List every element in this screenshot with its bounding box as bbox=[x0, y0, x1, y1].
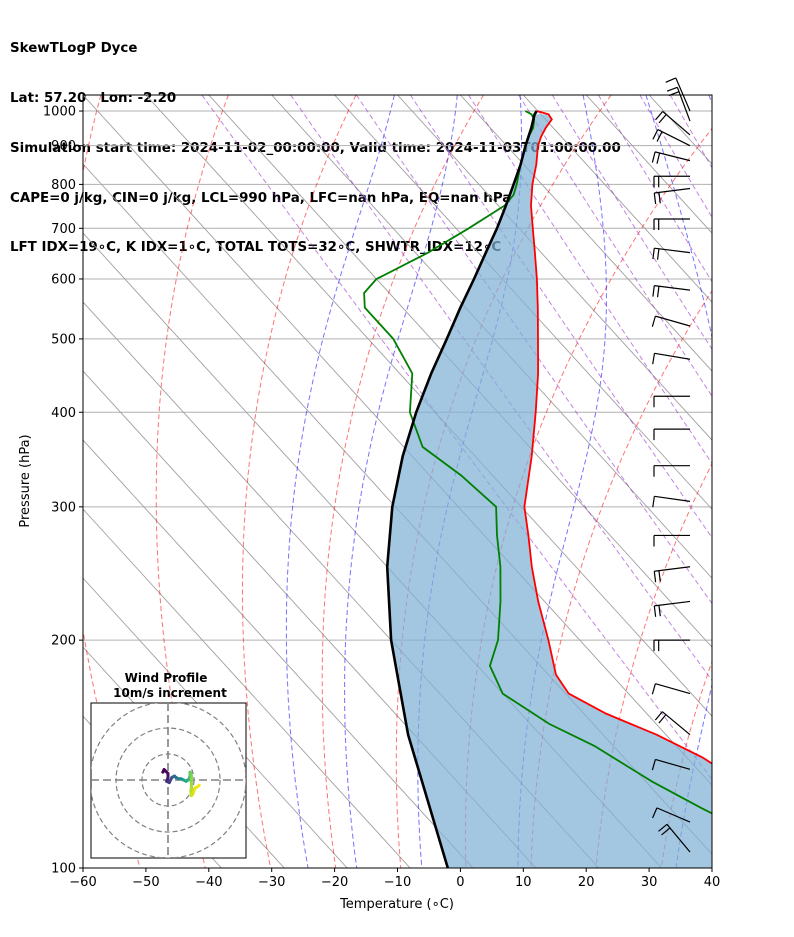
wind-barb bbox=[651, 683, 691, 695]
x-tick-label: 40 bbox=[704, 875, 721, 890]
dry-adiabat bbox=[530, 289, 712, 868]
isotherm--20 bbox=[334, 95, 712, 510]
hodograph-trace bbox=[161, 768, 201, 798]
mixing-ratio-line bbox=[409, 95, 712, 539]
isotherm-40 bbox=[711, 95, 712, 96]
x-tick-label: −40 bbox=[195, 875, 222, 890]
plot-area bbox=[83, 77, 794, 868]
temperature-line bbox=[523, 110, 712, 765]
y-tick-label: 300 bbox=[51, 500, 76, 515]
x-tick-label: 10 bbox=[515, 875, 532, 890]
moist-adiabat bbox=[285, 95, 395, 868]
x-tick-label: −20 bbox=[321, 875, 348, 890]
isotherm-10 bbox=[522, 95, 712, 303]
wind-barb bbox=[652, 247, 691, 260]
x-tick-label: 20 bbox=[578, 875, 595, 890]
wind-barb bbox=[653, 428, 690, 441]
wind-barb bbox=[658, 823, 691, 853]
wind-barb bbox=[652, 129, 691, 147]
wind-barb bbox=[653, 465, 690, 477]
moist-adiabat bbox=[517, 95, 607, 868]
isotherm--30 bbox=[271, 95, 712, 579]
mixing-ratio-line bbox=[290, 95, 712, 682]
wind-barb bbox=[665, 77, 691, 112]
mixing-ratio-line bbox=[201, 95, 712, 781]
y-axis-ticks: 100 200 300 400 500 600 700 800 900 1000 bbox=[43, 105, 83, 877]
mixing-ratio-line bbox=[468, 95, 712, 465]
wind-barb bbox=[651, 758, 691, 771]
y-tick-label: 200 bbox=[51, 634, 76, 649]
cin-area bbox=[387, 114, 712, 868]
x-tick-label: 0 bbox=[456, 875, 464, 890]
cin-shading bbox=[387, 114, 712, 868]
dry-adiabat bbox=[155, 95, 229, 868]
hodograph-title: Wind Profile bbox=[125, 671, 208, 685]
chart-title-block: SkewTLogP Dyce Lat: 57.20 Lon: -2.20 Sim… bbox=[10, 8, 621, 274]
moist-adiabat bbox=[645, 95, 712, 868]
x-tick-label: −50 bbox=[132, 875, 159, 890]
wind-barb bbox=[652, 352, 691, 365]
title-station: SkewTLogP Dyce bbox=[10, 41, 138, 57]
wind-barb bbox=[654, 711, 691, 736]
y-tick-label: 100 bbox=[51, 862, 76, 877]
x-tick-label: −10 bbox=[384, 875, 411, 890]
y-tick-label: 1000 bbox=[43, 105, 76, 120]
dry-adiabat bbox=[242, 95, 357, 868]
profile-series bbox=[363, 110, 712, 868]
x-tick-label: −30 bbox=[258, 875, 285, 890]
wind-barb bbox=[653, 566, 691, 583]
isotherm-20 bbox=[585, 95, 712, 234]
y-tick-label: 900 bbox=[51, 139, 76, 154]
wind-barb bbox=[653, 395, 690, 408]
wind-barb bbox=[651, 151, 691, 164]
mixing-ratio-line bbox=[518, 95, 712, 398]
wind-barb bbox=[653, 218, 690, 231]
isotherm--40 bbox=[208, 95, 712, 648]
wind-barb bbox=[652, 495, 691, 508]
wind-barb bbox=[653, 639, 690, 652]
isotherm--120 bbox=[83, 508, 411, 868]
moist-adiabats bbox=[285, 95, 712, 868]
x-tick-label: 30 bbox=[641, 875, 658, 890]
wind-barbs bbox=[651, 77, 691, 853]
y-tick-label: 400 bbox=[51, 406, 76, 421]
dry-adiabat bbox=[321, 95, 485, 868]
dry-adiabat bbox=[726, 95, 794, 868]
wind-barb bbox=[655, 111, 691, 136]
title-indices: LFT IDX=19∘C, K IDX=1∘C, TOTAL TOTS=32∘C… bbox=[10, 240, 502, 256]
wind-barb bbox=[651, 315, 691, 327]
y-tick-label: 700 bbox=[51, 222, 76, 237]
wind-barb bbox=[653, 187, 691, 204]
wind-barb bbox=[653, 600, 691, 617]
y-axis-label: Pressure (hPa) bbox=[18, 434, 33, 527]
y-tick-label: 500 bbox=[51, 332, 76, 347]
isotherm-0 bbox=[460, 95, 712, 372]
parcel-line bbox=[385, 110, 538, 868]
x-axis-ticks: −60 −50 −40 −30 −20 −10 0 10 20 30 40 bbox=[69, 868, 720, 890]
hodograph-segment bbox=[196, 783, 201, 788]
wind-barb bbox=[653, 534, 690, 547]
hodograph-subtitle: 10m/s increment bbox=[113, 686, 227, 700]
moist-adiabat bbox=[344, 95, 458, 868]
x-tick-label: −60 bbox=[69, 875, 96, 890]
y-tick-label: 800 bbox=[51, 178, 76, 193]
wind-barb bbox=[653, 175, 690, 188]
x-axis-label: Temperature (∘C) bbox=[339, 897, 454, 912]
y-tick-label: 600 bbox=[51, 272, 76, 287]
isotherm--110 bbox=[83, 439, 474, 868]
wind-barb bbox=[652, 807, 691, 823]
wind-barb bbox=[652, 285, 691, 298]
hodograph-inset: Wind Profile 10m/s increment bbox=[90, 671, 247, 859]
moist-adiabat bbox=[708, 95, 712, 105]
mixing-ratio-line bbox=[551, 95, 712, 351]
